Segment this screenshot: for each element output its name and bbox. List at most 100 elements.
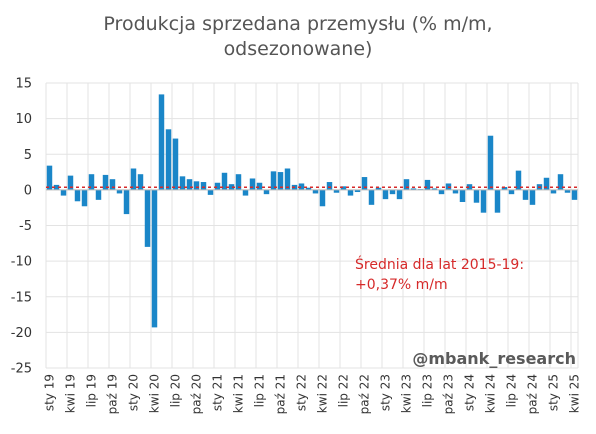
watermark: @mbank_research <box>412 349 576 368</box>
bar <box>123 189 130 215</box>
bar <box>522 189 529 200</box>
bar <box>263 189 270 195</box>
bar <box>431 188 438 190</box>
x-tick-label: kwi 20 <box>148 374 162 413</box>
bar <box>277 172 284 190</box>
bar <box>571 189 578 200</box>
x-tick-label: sty 21 <box>211 374 225 411</box>
bar <box>284 168 291 190</box>
y-axis-ticks: 15 10 5 0 -5 -10 -15 -20 -25 <box>11 77 32 377</box>
bar <box>494 189 501 213</box>
bar <box>81 189 88 207</box>
x-tick-label: kwi 25 <box>568 374 582 413</box>
bar <box>375 187 382 190</box>
x-tick-label: sty 23 <box>379 374 393 411</box>
bar <box>53 184 60 190</box>
x-axis-ticks: sty 19 kwi 19 lip 19 paź 19 sty 20 kwi 20 lip … <box>43 374 582 414</box>
bar <box>60 189 67 196</box>
x-tick-label: sty 20 <box>127 374 141 411</box>
bar <box>270 171 277 190</box>
x-tick-label: lip 22 <box>337 374 351 407</box>
bar <box>389 189 396 195</box>
chart-title-line-2: odsezonowane) <box>223 38 373 60</box>
bar <box>543 177 550 190</box>
bar <box>151 189 158 328</box>
x-tick-label: paź 19 <box>106 374 120 414</box>
y-tick-label: 15 <box>15 77 32 92</box>
x-tick-label: lip 24 <box>505 374 519 407</box>
bar <box>214 182 221 190</box>
bar <box>193 181 200 190</box>
x-tick-label: lip 20 <box>169 374 183 407</box>
x-tick-label: kwi 24 <box>484 374 498 413</box>
bar <box>88 174 95 190</box>
x-tick-label: paź 24 <box>526 374 540 414</box>
bar <box>165 129 172 190</box>
bar <box>235 174 242 190</box>
chart-title-line-1: Produkcja sprzedana przemysłu (% m/m, <box>103 13 493 35</box>
x-tick-label: kwi 22 <box>316 374 330 413</box>
y-tick-label: 0 <box>24 183 32 198</box>
y-tick-label: 10 <box>15 112 32 127</box>
bar <box>228 184 235 190</box>
chart-title: Produkcja sprzedana przemysłu (% m/m, od… <box>0 12 596 62</box>
x-tick-label: kwi 23 <box>400 374 414 413</box>
bar <box>144 189 151 247</box>
bar <box>550 189 557 194</box>
bar <box>305 187 312 190</box>
x-tick-label: paź 22 <box>358 374 372 414</box>
bar <box>298 183 305 190</box>
bar <box>438 189 445 195</box>
bar <box>487 135 494 190</box>
bar <box>249 178 256 190</box>
bar <box>480 189 487 213</box>
x-tick-label: sty 25 <box>547 374 561 411</box>
bar <box>347 189 354 196</box>
bar <box>333 189 340 193</box>
x-tick-label: paź 23 <box>442 374 456 414</box>
x-tick-label: lip 19 <box>85 374 99 407</box>
x-tick-label: kwi 19 <box>64 374 78 413</box>
x-tick-label: lip 21 <box>253 374 267 407</box>
bar <box>102 174 109 190</box>
y-tick-label: -5 <box>19 219 32 234</box>
bar <box>354 189 361 193</box>
gridlines <box>45 82 579 369</box>
bar <box>319 189 326 207</box>
bar <box>74 189 81 202</box>
bar <box>137 174 144 190</box>
bar <box>452 189 459 194</box>
x-tick-label: sty 19 <box>43 374 57 411</box>
bar <box>508 189 515 195</box>
bar <box>459 189 466 202</box>
bar <box>242 189 249 196</box>
bar <box>172 138 179 190</box>
bar <box>221 172 228 190</box>
x-tick-label: sty 22 <box>295 374 309 411</box>
bar <box>340 186 347 190</box>
bar <box>564 189 571 193</box>
bar <box>130 168 137 190</box>
y-tick-label: -20 <box>11 326 32 341</box>
bar <box>312 189 319 194</box>
x-tick-label: lip 23 <box>421 374 435 407</box>
y-tick-label: -10 <box>11 255 32 270</box>
x-tick-label: kwi 21 <box>232 374 246 413</box>
bar <box>529 189 536 205</box>
bar <box>424 179 431 190</box>
average-annotation-line-1: Średnia dla lat 2015-19: <box>355 257 525 273</box>
bar <box>67 175 74 190</box>
y-tick-label: -15 <box>11 290 32 305</box>
bar <box>207 189 214 195</box>
average-annotation: Średnia dla lat 2015-19: +0,37% m/m <box>355 255 524 295</box>
bar <box>46 165 53 190</box>
bar <box>326 182 333 190</box>
bar <box>109 179 116 190</box>
bar <box>200 182 207 190</box>
bar <box>473 189 480 203</box>
bar <box>515 170 522 190</box>
x-tick-label: paź 21 <box>274 374 288 414</box>
bar <box>256 182 263 190</box>
bar <box>396 189 403 200</box>
